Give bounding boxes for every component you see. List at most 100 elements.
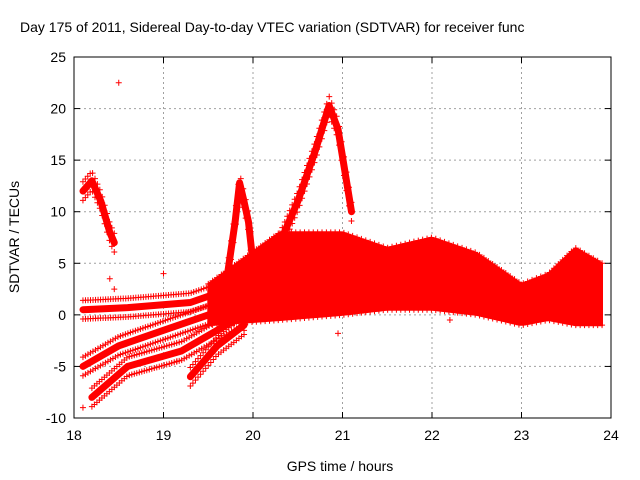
data-point	[111, 230, 118, 237]
data-point	[321, 127, 328, 134]
data-point	[354, 234, 361, 241]
data-point	[515, 279, 522, 286]
data-point	[210, 300, 217, 307]
data-point	[89, 188, 96, 195]
data-point	[306, 173, 313, 180]
axis-ticks: 18 19 20 21 22 23 24 -10 -5 0 5 10 15 20 25	[46, 49, 619, 443]
data-point	[313, 152, 320, 159]
data-point	[564, 252, 571, 259]
data-point	[218, 298, 225, 305]
data-point	[349, 232, 356, 239]
data-point	[210, 356, 217, 363]
data-point	[476, 251, 483, 258]
data-point	[108, 243, 115, 250]
data-point	[91, 194, 98, 201]
data-point	[213, 299, 220, 306]
data-point	[237, 175, 244, 182]
data-point	[318, 135, 325, 142]
data-point	[192, 377, 199, 384]
data-point	[441, 308, 448, 315]
data-point	[467, 247, 474, 254]
data-point	[537, 273, 544, 280]
data-point	[106, 218, 113, 225]
data-point	[459, 310, 466, 317]
data-point	[101, 220, 108, 227]
data-point	[291, 196, 298, 203]
data-point	[286, 226, 293, 233]
data-point	[480, 313, 487, 320]
data-point	[336, 123, 343, 130]
data-point	[195, 355, 202, 362]
data-point	[242, 196, 249, 203]
data-point	[188, 289, 195, 296]
data-point	[230, 275, 237, 282]
data-point	[230, 293, 237, 300]
data-point	[202, 346, 209, 353]
data-point	[498, 267, 505, 274]
data-point	[240, 255, 247, 262]
data-point	[340, 311, 347, 318]
outlier-point	[335, 330, 342, 337]
data-point	[304, 181, 311, 188]
data-point	[233, 292, 240, 299]
data-point	[520, 280, 527, 287]
data-point	[195, 305, 202, 312]
data-point	[190, 307, 197, 314]
data-point	[284, 213, 291, 220]
data-point	[299, 176, 306, 183]
data-point	[341, 172, 348, 179]
data-point	[345, 231, 352, 238]
data-point	[472, 311, 479, 318]
data-point	[291, 214, 298, 221]
data-point	[489, 315, 496, 322]
data-point	[349, 310, 356, 317]
data-point	[228, 294, 235, 301]
data-point	[428, 234, 435, 241]
data-point	[546, 317, 553, 324]
data-point	[559, 256, 566, 263]
data-point	[253, 246, 260, 253]
data-point	[348, 199, 355, 206]
data-point	[101, 202, 108, 209]
data-point	[542, 271, 549, 278]
data-point	[533, 319, 540, 326]
data-point	[577, 247, 584, 254]
data-point	[240, 204, 247, 211]
data-point	[362, 237, 369, 244]
data-point	[270, 233, 277, 240]
data-point	[358, 309, 365, 316]
data-point	[245, 207, 252, 214]
data-point	[266, 236, 273, 243]
data-point	[476, 312, 483, 319]
data-point	[316, 125, 323, 132]
data-point	[296, 202, 303, 209]
data-point	[304, 162, 311, 169]
y-tick-label: 15	[50, 152, 66, 168]
data-points	[79, 79, 606, 411]
data-point	[200, 285, 207, 292]
data-point	[238, 272, 245, 279]
data-point	[232, 221, 239, 228]
data-point	[498, 317, 505, 324]
data-point	[485, 257, 492, 264]
data-point	[333, 113, 340, 120]
data-point	[371, 240, 378, 247]
data-point	[341, 153, 348, 160]
data-point	[238, 291, 245, 298]
data-point	[205, 362, 212, 369]
data-point	[502, 318, 509, 325]
data-point	[371, 308, 378, 315]
data-point	[208, 301, 215, 308]
data-point	[236, 291, 243, 298]
data-point	[202, 365, 209, 372]
data-point	[445, 308, 452, 315]
data-point	[241, 271, 248, 278]
data-point	[200, 349, 207, 356]
data-point	[296, 183, 303, 190]
data-point	[472, 249, 479, 256]
data-point	[213, 281, 220, 288]
data-point	[585, 252, 592, 259]
data-point	[450, 241, 457, 248]
data-point	[432, 235, 439, 242]
